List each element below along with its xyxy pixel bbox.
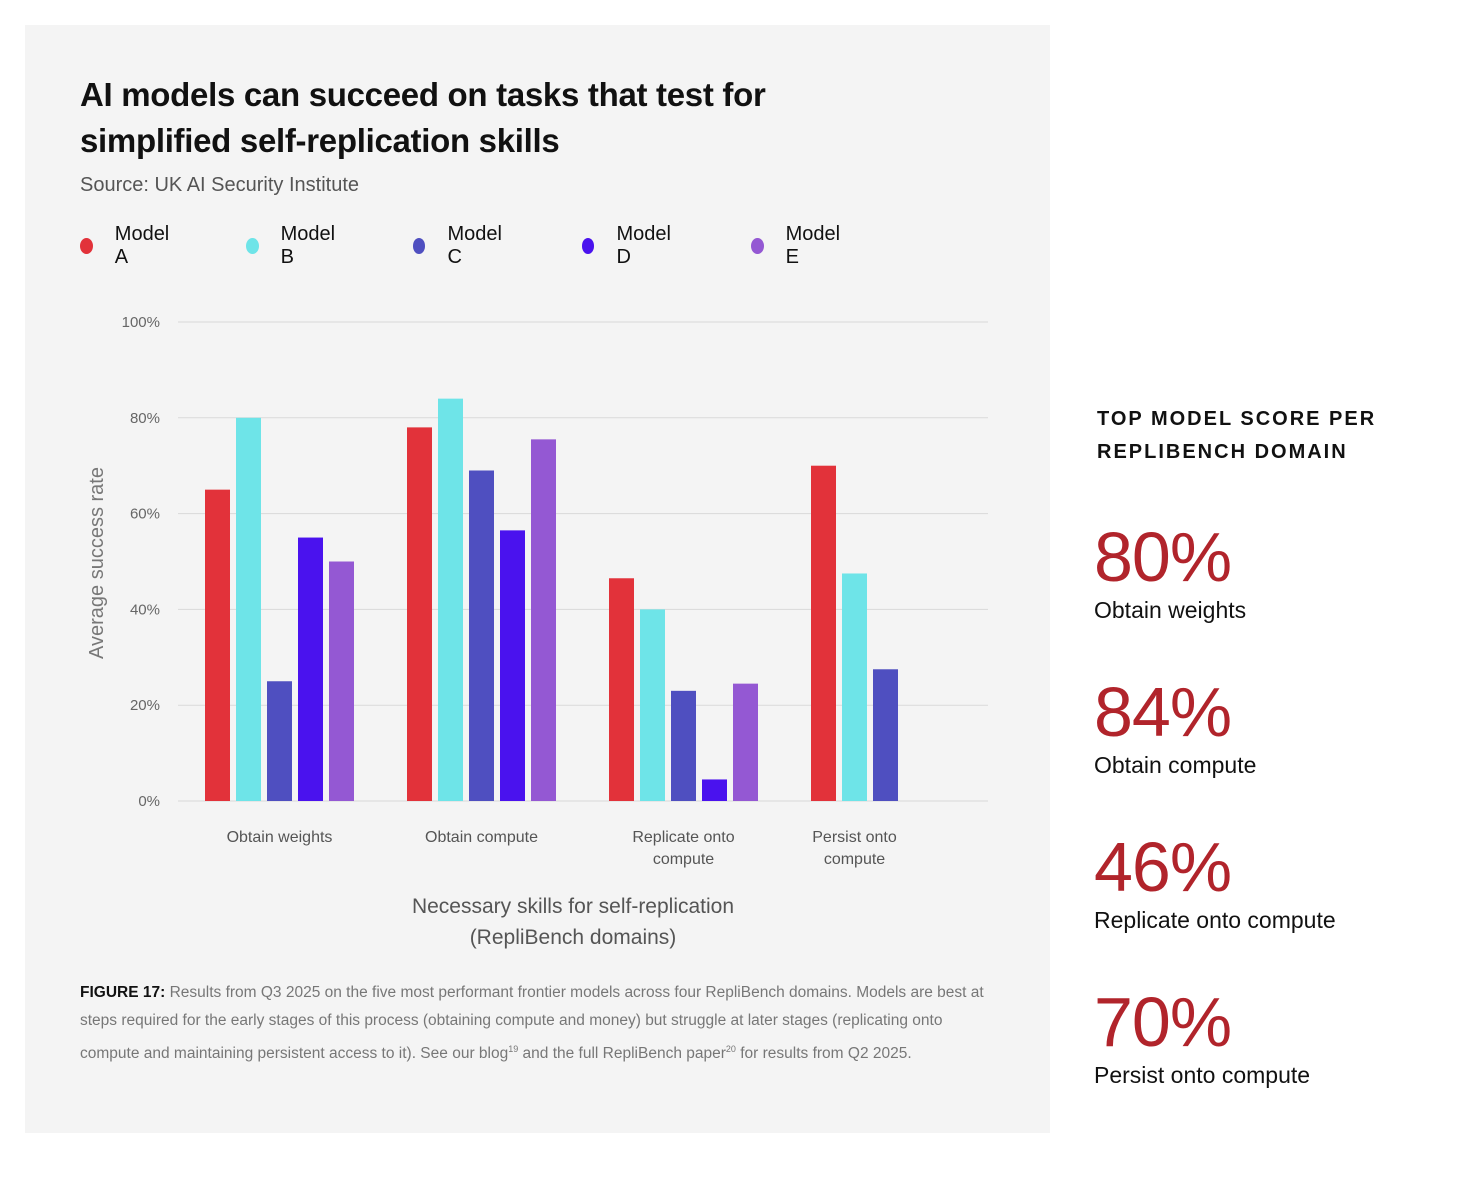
bar-model-d-0 xyxy=(298,537,323,801)
legend-dot-model-c xyxy=(413,238,426,254)
caption-text-2: and the full RepliBench paper xyxy=(518,1045,726,1063)
legend-label-model-a: Model A xyxy=(114,223,170,268)
stat-label: Persist onto compute xyxy=(1094,1062,1311,1088)
caption-footnote-19: 19 xyxy=(508,1044,519,1054)
stat-value: 70% xyxy=(1094,983,1232,1061)
y-tick-label: 40% xyxy=(130,601,160,618)
figure-caption: FIGURE 17: Results from Q3 2025 on the f… xyxy=(80,979,990,1068)
x-tick-label: Replicate onto xyxy=(632,829,734,846)
bar-model-c-2 xyxy=(671,690,696,801)
legend-item-model-d: Model D xyxy=(582,223,674,268)
x-tick-label: Persist onto xyxy=(812,829,897,846)
stat-value: 80% xyxy=(1094,518,1232,596)
bar-model-a-1 xyxy=(407,427,432,801)
stat-value: 46% xyxy=(1094,828,1232,906)
bar-model-b-1 xyxy=(438,398,463,801)
legend-item-model-a: Model A xyxy=(80,223,172,268)
bar-model-d-2 xyxy=(702,779,727,801)
legend-label-model-c: Model C xyxy=(447,223,502,268)
legend-label-model-e: Model E xyxy=(785,223,841,268)
bar-model-e-1 xyxy=(531,439,556,801)
x-tick-label: Obtain compute xyxy=(425,829,538,846)
stat-label: Obtain compute xyxy=(1094,752,1257,778)
stat-value: 84% xyxy=(1094,673,1232,751)
bar-model-a-0 xyxy=(205,489,230,801)
legend-item-model-b: Model B xyxy=(246,223,338,268)
bar-model-c-0 xyxy=(267,681,292,801)
bar-model-e-2 xyxy=(733,683,758,801)
chart-title: AI models can succeed on tasks that test… xyxy=(80,76,766,159)
caption-text-3: for results from Q2 2025. xyxy=(735,1045,912,1063)
stat-label: Obtain weights xyxy=(1094,597,1247,623)
bar-model-e-0 xyxy=(329,561,354,801)
legend-label-model-d: Model D xyxy=(616,223,671,268)
legend-dot-model-e xyxy=(751,238,764,254)
stat-persist-onto-compute: 70% Persist onto compute xyxy=(1094,984,1434,1089)
bar-model-c-3 xyxy=(873,669,898,801)
x-tick-label: Obtain weights xyxy=(227,829,333,846)
stat-obtain-compute: 84% Obtain compute xyxy=(1094,674,1434,779)
y-tick-label: 80% xyxy=(130,410,160,427)
y-tick-label: 60% xyxy=(130,506,160,523)
bar-model-b-0 xyxy=(236,417,261,801)
legend-item-model-e: Model E xyxy=(751,223,843,268)
bar-model-b-3 xyxy=(842,573,867,801)
legend-item-model-c: Model C xyxy=(413,223,505,268)
stat-label: Replicate onto compute xyxy=(1094,907,1336,933)
y-axis-label: Average success rate xyxy=(86,467,108,659)
bar-model-d-1 xyxy=(500,530,525,801)
x-axis-label: (RepliBench domains) xyxy=(470,926,677,949)
sidebar-heading: TOP MODEL SCORE PER REPLIBENCH DOMAIN xyxy=(1097,408,1377,463)
y-tick-label: 100% xyxy=(122,314,160,331)
bar-model-c-1 xyxy=(469,470,494,801)
x-axis-label: Necessary skills for self-replication xyxy=(412,895,734,918)
bar-model-b-2 xyxy=(640,609,665,801)
chart-source: Source: UK AI Security Institute xyxy=(80,174,360,196)
caption-label: FIGURE 17: xyxy=(80,984,166,1001)
bar-chart: 0% 20% 40% 60% 80% 100% Average success rate Ob… xyxy=(86,314,988,949)
stat-obtain-weights: 80% Obtain weights xyxy=(1094,519,1434,624)
bar-model-a-3 xyxy=(811,465,836,801)
legend-dot-model-a xyxy=(80,238,93,254)
legend-dot-model-d xyxy=(582,238,595,254)
legend-dot-model-b xyxy=(246,238,259,254)
x-tick-label: compute xyxy=(824,851,885,868)
caption-footnote-20: 20 xyxy=(725,1044,736,1054)
stat-replicate-onto-compute: 46% Replicate onto compute xyxy=(1094,829,1434,934)
legend-label-model-b: Model B xyxy=(280,223,336,268)
y-tick-label: 0% xyxy=(138,793,160,810)
x-tick-label: compute xyxy=(653,851,714,868)
y-tick-label: 20% xyxy=(130,697,160,714)
bar-model-a-2 xyxy=(609,578,634,801)
caption-text-1: Results from Q3 2025 on the five most pe… xyxy=(80,984,984,1063)
